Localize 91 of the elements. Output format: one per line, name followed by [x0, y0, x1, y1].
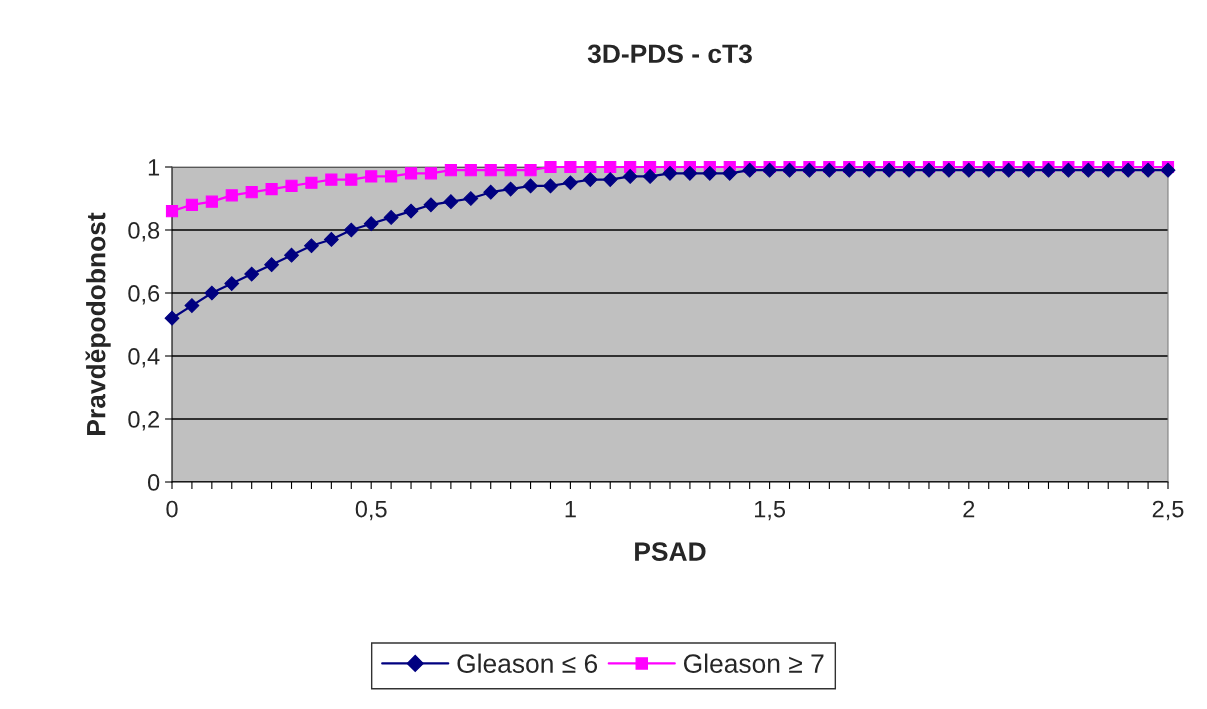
point: [464, 164, 477, 177]
point: [184, 298, 200, 313]
point: [244, 266, 260, 282]
point: [1021, 162, 1036, 178]
point: [544, 160, 557, 174]
point: [961, 162, 977, 178]
point: [463, 191, 479, 206]
x-tick-label: 0: [166, 500, 178, 518]
point: [1061, 162, 1076, 178]
point: [383, 210, 399, 225]
point: [325, 173, 338, 186]
point: [1001, 162, 1017, 178]
point: [802, 162, 817, 178]
point: [343, 222, 359, 238]
x-tick-label: 2: [963, 500, 975, 518]
point: [523, 178, 538, 194]
point: [205, 195, 218, 208]
point: [323, 232, 339, 247]
point: [1080, 162, 1096, 178]
point: [762, 162, 777, 178]
point: [861, 162, 877, 178]
x-tick-label: 0,5: [355, 500, 387, 521]
point: [722, 165, 738, 181]
point: [365, 170, 378, 183]
point: [881, 162, 897, 178]
point: [224, 276, 240, 291]
point: [424, 167, 438, 180]
point: [564, 160, 577, 174]
point: [782, 162, 797, 178]
point: [503, 181, 519, 197]
point: [642, 169, 658, 184]
point: [304, 238, 319, 254]
point: [345, 173, 358, 186]
point: [404, 167, 418, 180]
legend-label: Gleason ≤ 6: [457, 653, 598, 673]
point: [484, 164, 497, 177]
point: [622, 169, 638, 184]
point: [543, 178, 558, 194]
point: [584, 160, 597, 174]
y-tick-label: 1: [148, 159, 160, 176]
point: [901, 162, 917, 178]
point: [1160, 162, 1176, 178]
point: [444, 164, 457, 177]
point: [604, 160, 617, 174]
y-axis-title: Pravděpodobnost: [85, 212, 111, 435]
point: [385, 170, 398, 183]
point: [563, 175, 578, 191]
y-tick-label: 0,2: [128, 411, 160, 431]
point: [1120, 162, 1136, 178]
point: [164, 310, 180, 326]
point: [841, 162, 857, 178]
point: [225, 189, 238, 202]
x-axis-title: PSAD: [635, 542, 706, 561]
point: [363, 216, 379, 232]
y-tick-label: 0: [147, 474, 160, 491]
point: [245, 186, 258, 199]
point: [921, 162, 937, 178]
point: [265, 182, 278, 196]
point: [682, 165, 698, 181]
point: [662, 165, 678, 181]
chart-title: 3D-PDS - cT3: [587, 44, 752, 64]
point: [443, 194, 459, 210]
point: [821, 162, 837, 178]
point: [1140, 162, 1156, 178]
point: [483, 184, 499, 200]
point: [1041, 162, 1056, 178]
point: [285, 179, 298, 192]
x-tick-label: 2,5: [1152, 500, 1184, 521]
point: [284, 247, 299, 263]
point: [504, 164, 517, 177]
point: [742, 162, 758, 178]
point: [403, 203, 419, 219]
point: [602, 172, 618, 187]
point: [524, 164, 537, 177]
legend-label: Gleason ≥ 7: [683, 653, 824, 673]
y-tick-label: 0,6: [128, 285, 160, 305]
point: [1100, 162, 1116, 178]
y-tick-label: 0,4: [128, 348, 160, 368]
point: [702, 165, 718, 181]
point: [305, 176, 318, 189]
point: [185, 198, 198, 211]
point: [941, 162, 957, 178]
point: [981, 162, 997, 178]
point: [204, 285, 220, 301]
x-tick-label: 1: [565, 500, 576, 518]
point: [264, 257, 279, 273]
point: [165, 205, 179, 218]
x-tick-label: 1,5: [754, 500, 786, 521]
point: [423, 197, 439, 213]
y-tick-label: 0,8: [128, 222, 160, 242]
point: [582, 172, 598, 187]
